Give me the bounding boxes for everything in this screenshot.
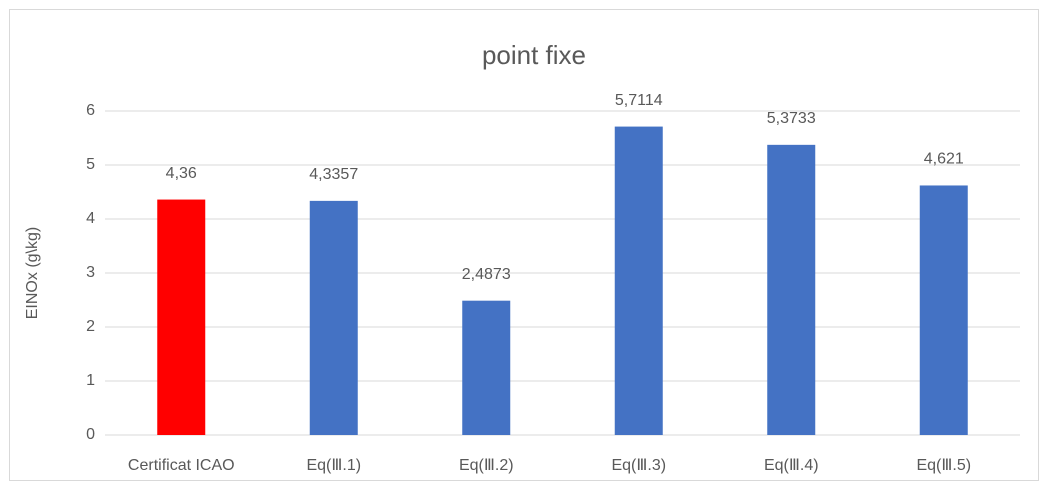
x-tick-label: Certificat ICAO (128, 457, 235, 474)
y-tick-label: 6 (86, 102, 95, 119)
bar (309, 200, 358, 435)
bar (614, 126, 663, 435)
data-label: 2,4873 (462, 266, 511, 283)
bar (919, 185, 968, 435)
y-tick-label: 4 (86, 210, 95, 227)
data-label: 4,3357 (309, 166, 358, 183)
data-label: 4,621 (924, 151, 964, 168)
y-tick-label: 5 (86, 156, 95, 173)
chart-title: point fixe (482, 40, 586, 70)
x-tick-label: Eq(Ⅲ.1) (306, 457, 361, 474)
data-label: 5,7114 (615, 92, 663, 109)
y-tick-label: 0 (86, 426, 95, 443)
x-tick-label: Eq(Ⅲ.4) (764, 457, 819, 474)
y-tick-label: 3 (86, 264, 95, 281)
y-tick-label: 2 (86, 318, 95, 335)
bar (157, 199, 206, 435)
data-label: 5,3733 (767, 110, 816, 127)
data-label: 4,36 (166, 165, 197, 182)
y-tick-label: 1 (86, 372, 95, 389)
x-tick-label: Eq(Ⅲ.2) (459, 457, 514, 474)
x-tick-label: Eq(Ⅲ.3) (611, 457, 666, 474)
bar (767, 144, 816, 435)
x-tick-label: Eq(Ⅲ.5) (916, 457, 971, 474)
bar (462, 300, 511, 435)
y-axis-label: EINOx (g\kg) (24, 227, 41, 319)
